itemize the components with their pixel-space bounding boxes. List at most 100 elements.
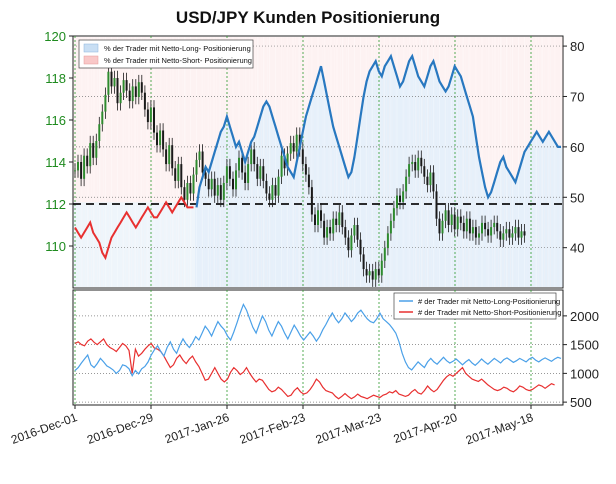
price-candle-body — [195, 159, 198, 175]
price-candle-body — [307, 174, 310, 188]
price-candle-body — [493, 222, 496, 228]
bottom-right-tick-label: 2000 — [570, 309, 599, 324]
bottom-right-tick-label: 500 — [570, 395, 592, 410]
price-candle-body — [283, 155, 286, 169]
right-tick-label: 60 — [570, 140, 584, 155]
price-candle-body — [332, 218, 335, 234]
bg-long-tint — [210, 162, 214, 287]
price-candle-body — [225, 166, 228, 183]
price-candle-body — [392, 208, 395, 221]
bg-short-tint — [185, 37, 189, 287]
bottom-right-tick-label: 1500 — [570, 338, 599, 353]
bg-long-tint — [240, 151, 244, 287]
price-candle-body — [377, 269, 380, 276]
price-candle-body — [83, 155, 86, 179]
price-candle-body — [277, 176, 280, 196]
price-candle-body — [444, 210, 447, 221]
bg-long-tint — [532, 136, 536, 287]
price-candle-body — [484, 222, 487, 230]
bg-long-tint — [113, 202, 117, 287]
price-candle-body — [459, 216, 462, 223]
price-candle-body — [177, 164, 180, 181]
price-candle-body — [456, 216, 459, 230]
bg-long-tint — [277, 136, 281, 287]
price-candle-body — [189, 183, 192, 194]
bg-long-tint — [204, 167, 208, 287]
bg-long-tint — [228, 126, 232, 287]
bg-long-tint — [143, 202, 147, 287]
price-candle-body — [122, 80, 125, 93]
price-candle-body — [514, 227, 517, 234]
bg-long-tint — [88, 202, 92, 287]
top-legend: % der Trader mit Netto-Long- Positionier… — [78, 39, 254, 69]
bg-long-tint — [410, 56, 414, 288]
price-candle-body — [89, 143, 92, 167]
bg-short-tint — [137, 37, 141, 287]
price-candle-body — [347, 237, 350, 251]
legend-label-long-count: # der Trader mit Netto-Long-Positionieru… — [418, 297, 560, 306]
price-candle-body — [168, 145, 171, 165]
bg-short-tint — [143, 37, 147, 287]
price-candle-body — [271, 185, 274, 200]
price-candle-body — [159, 130, 162, 146]
bg-long-tint — [459, 76, 463, 287]
bg-long-tint — [307, 106, 311, 287]
price-candle-body — [295, 134, 298, 152]
bg-short-tint — [161, 37, 165, 287]
price-candle-body — [95, 141, 98, 158]
price-candle-body — [228, 166, 231, 179]
bg-short-tint — [495, 37, 499, 287]
price-candle-body — [74, 170, 76, 172]
price-candle-body — [210, 178, 213, 190]
price-candle-body — [523, 231, 526, 236]
bg-short-tint — [106, 37, 110, 287]
price-candle-body — [411, 162, 414, 165]
price-candle-body — [213, 178, 216, 196]
price-candle-body — [92, 143, 95, 158]
bg-long-tint — [362, 96, 366, 287]
price-candle-body — [304, 164, 307, 175]
bg-short-tint — [155, 37, 159, 287]
price-candle-body — [153, 107, 155, 133]
price-candle-body — [110, 71, 113, 87]
price-candle-body — [468, 218, 471, 234]
price-candle-body — [222, 183, 225, 200]
price-candle-body — [119, 92, 122, 104]
price-candle-body — [389, 220, 392, 234]
price-candle-body — [265, 180, 268, 194]
price-candle-body — [314, 214, 316, 225]
price-candle-body — [77, 162, 79, 171]
bg-long-tint — [198, 187, 202, 287]
price-candle-body — [219, 185, 222, 200]
price-candle-body — [426, 176, 429, 186]
left-tick-label: 118 — [45, 71, 66, 86]
price-candle-body — [420, 157, 423, 167]
legend-swatch-long-pct — [83, 43, 99, 53]
price-candle-body — [104, 94, 107, 112]
price-candle-body — [250, 149, 253, 165]
bg-long-tint — [368, 71, 372, 287]
price-candle-body — [216, 185, 219, 196]
price-candle-body — [235, 170, 237, 190]
price-candle-body — [137, 82, 140, 97]
price-candle-body — [417, 157, 420, 171]
price-candle-body — [474, 227, 477, 238]
price-candle-body — [505, 229, 508, 234]
bg-long-tint — [155, 202, 159, 287]
price-candle-body — [289, 143, 292, 154]
bg-long-tint — [386, 61, 390, 288]
bg-long-tint — [477, 157, 481, 287]
bg-long-tint — [258, 116, 262, 287]
price-candle-body — [292, 143, 295, 152]
price-candle-body — [511, 233, 514, 238]
bottom-panel-series — [74, 302, 562, 400]
price-candle-body — [162, 130, 165, 150]
price-candle-body — [362, 254, 365, 270]
bg-short-tint — [507, 37, 511, 287]
price-candle-body — [374, 269, 377, 280]
bg-long-tint — [216, 141, 220, 287]
price-candle-body — [143, 92, 146, 110]
bg-long-tint — [100, 202, 104, 287]
right-tick-label: 50 — [570, 190, 584, 205]
